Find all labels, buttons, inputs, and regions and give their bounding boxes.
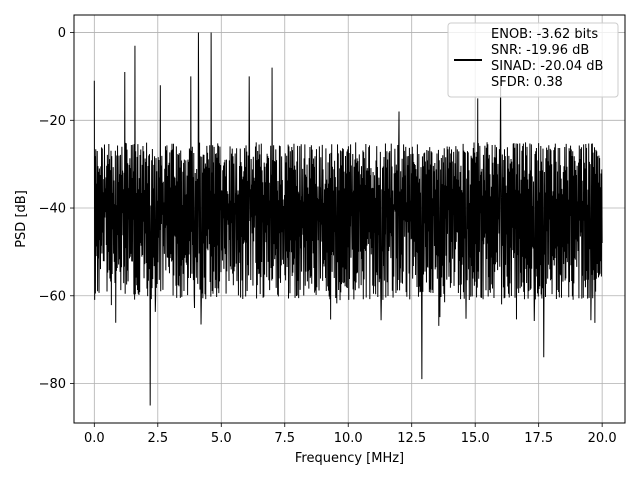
x-tick-label: 12.5 — [397, 431, 426, 446]
legend-sinad: SINAD: -20.04 dB — [491, 59, 603, 74]
x-axis-label: Frequency [MHz] — [295, 451, 404, 466]
y-tick-label: −80 — [39, 377, 66, 392]
x-tick-label: 2.5 — [147, 431, 168, 446]
y-tick-label: −20 — [39, 114, 66, 129]
y-tick-label: −40 — [39, 202, 66, 217]
psd-series-line — [93, 32, 603, 406]
legend: ENOB: -3.62 bits SNR: -19.96 dB SINAD: -… — [447, 22, 619, 98]
y-axis-label: PSD [dB] — [14, 190, 29, 248]
legend-snr: SNR: -19.96 dB — [491, 43, 589, 58]
legend-enob: ENOB: -3.62 bits — [491, 27, 598, 42]
y-tick-label: 0 — [58, 26, 66, 41]
y-axis-ticks: 0 −20 −40 −60 −80 — [39, 26, 74, 392]
x-tick-label: 17.5 — [524, 431, 553, 446]
legend-box — [447, 22, 619, 98]
y-tick-label: −60 — [39, 289, 66, 304]
plot-area — [93, 32, 603, 406]
legend-sfdr: SFDR: 0.38 — [491, 75, 563, 90]
x-tick-label: 10.0 — [334, 431, 363, 446]
x-tick-label: 0.0 — [84, 431, 105, 446]
x-tick-label: 15.0 — [461, 431, 490, 446]
axes-frame — [73, 14, 626, 424]
x-tick-label: 20.0 — [588, 431, 617, 446]
x-tick-label: 5.0 — [211, 431, 232, 446]
x-tick-label: 7.5 — [274, 431, 295, 446]
x-axis-ticks: 0.0 2.5 5.0 7.5 10.0 12.5 15.0 17.5 20.0 — [84, 423, 617, 446]
